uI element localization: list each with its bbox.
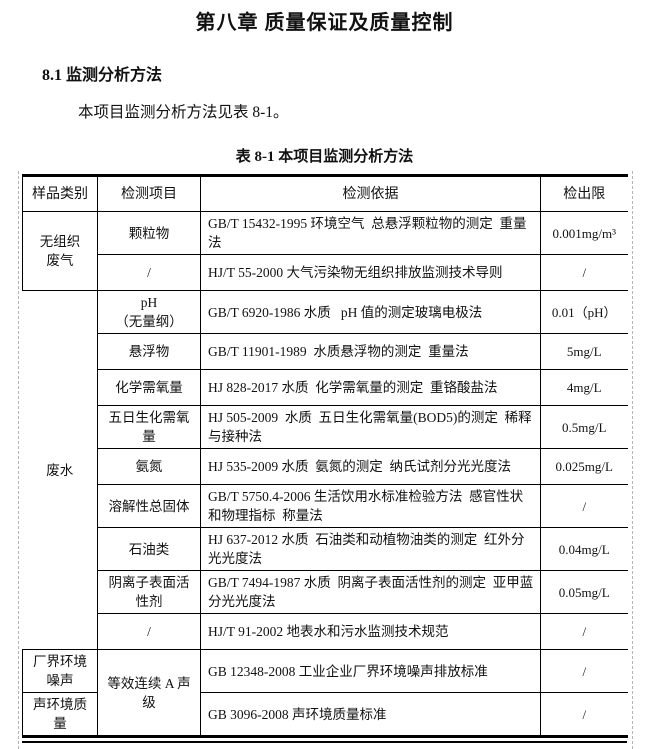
table-row: / HJ/T 55-2000 大气污染物无组织排放监测技术导则 /	[23, 254, 628, 291]
chapter-title: 第八章 质量保证及质量控制	[195, 12, 454, 34]
table-row: 溶解性总固体 GB/T 5750.4-2006 生活饮用水标准检验方法 感官性状和…	[23, 484, 628, 528]
table-container: 样品类别 检测项目 检测依据 检出限 无组织 废气 颗粒物 GB/T 15432-1…	[18, 171, 633, 749]
test-item-cell: pH （无量纲）	[97, 290, 201, 334]
test-item-cell: 石油类	[97, 527, 201, 571]
detection-limit-cell: /	[540, 254, 628, 291]
analysis-methods-table: 样品类别 检测项目 检测依据 检出限 无组织 废气 颗粒物 GB/T 15432-1…	[22, 174, 628, 738]
table-row: 石油类 HJ 637-2012 水质 石油类和动植物油类的测定 红外分光光度法 0.…	[23, 527, 628, 571]
test-basis-cell: HJ/T 91-2002 地表水和污水监测技术规范	[200, 613, 541, 650]
test-item-cell: 化学需氧量	[97, 369, 201, 406]
table-row: 声环境质 量 GB 3096-2008 声环境质量标准 /	[22, 692, 628, 737]
sample-category-cell: 无组织 废气	[22, 211, 98, 291]
test-item-cell: 颗粒物	[97, 211, 201, 255]
test-item-cell: 阴离子表面活 性剂	[97, 570, 201, 614]
sample-category-cell: 声环境质 量	[22, 692, 98, 737]
detection-limit-cell: /	[540, 649, 628, 693]
table-header-row: 样品类别 检测项目 检测依据 检出限	[22, 175, 628, 212]
table-row: 废水 pH （无量纲） GB/T 6920-1986 水质 pH 值的测定玻璃电极法…	[22, 290, 628, 650]
test-item-cell: 悬浮物	[97, 333, 201, 370]
col-header-detection-limit: 检出限	[540, 175, 628, 212]
detection-limit-cell: 0.01（pH）	[540, 290, 628, 334]
test-basis-cell: GB 12348-2008 工业企业厂界环境噪声排放标准	[200, 649, 541, 693]
right-gridline	[632, 171, 633, 749]
test-basis-cell: HJ 828-2017 水质 化学需氧量的测定 重铬酸盐法	[200, 369, 541, 406]
test-basis-cell: GB/T 7494-1987 水质 阴离子表面活性剂的测定 亚甲蓝分光光度法	[200, 570, 541, 614]
detection-limit-cell: 4mg/L	[540, 369, 628, 406]
test-item-cell: /	[97, 254, 201, 291]
detection-limit-cell: /	[540, 484, 628, 528]
left-gridline	[18, 171, 19, 749]
test-basis-cell: GB/T 6920-1986 水质 pH 值的测定玻璃电极法	[200, 290, 541, 334]
test-item-cell: /	[97, 613, 201, 650]
detection-limit-cell: /	[540, 613, 628, 650]
table-bottom-rule	[22, 741, 627, 743]
detection-limit-cell: 0.04mg/L	[540, 527, 628, 571]
intro-paragraph: 本项目监测分析方法见表 8-1。	[78, 104, 289, 121]
col-header-test-item: 检测项目	[97, 175, 201, 212]
test-item-cell: 溶解性总固体	[97, 484, 201, 528]
test-basis-cell: HJ 505-2009 水质 五日生化需氧量(BOD5)的测定 稀释与接种法	[200, 405, 541, 449]
table-row: 厂界环境 噪声 等效连续 A 声 级 GB 12348-2008 工业企业厂界环境噪…	[22, 649, 628, 737]
test-basis-cell: HJ/T 55-2000 大气污染物无组织排放监测技术导则	[200, 254, 541, 291]
test-basis-cell: GB/T 11901-1989 水质悬浮物的测定 重量法	[200, 333, 541, 370]
test-basis-cell: GB/T 5750.4-2006 生活饮用水标准检验方法 感官性状和物理指标 称…	[200, 484, 541, 528]
col-header-test-basis: 检测依据	[200, 175, 541, 212]
test-basis-cell: HJ 637-2012 水质 石油类和动植物油类的测定 红外分光光度法	[200, 527, 541, 571]
table-row: 悬浮物 GB/T 11901-1989 水质悬浮物的测定 重量法 5mg/L	[23, 333, 628, 370]
detection-limit-cell: 5mg/L	[540, 333, 628, 370]
test-basis-cell: HJ 535-2009 水质 氨氮的测定 纳氏试剂分光光度法	[200, 448, 541, 485]
table-row: 无组织 废气 颗粒物 GB/T 15432-1995 环境空气 总悬浮颗粒物的测定 …	[22, 211, 628, 291]
table-row: 阴离子表面活 性剂 GB/T 7494-1987 水质 阴离子表面活性剂的测定 亚…	[23, 570, 628, 614]
sample-category-cell: 废水	[22, 290, 98, 650]
test-basis-cell: GB/T 15432-1995 环境空气 总悬浮颗粒物的测定 重量法	[200, 211, 541, 255]
detection-limit-cell: 0.025mg/L	[540, 448, 628, 485]
detection-limit-cell: /	[540, 692, 628, 737]
analysis-table-body: 无组织 废气 颗粒物 GB/T 15432-1995 环境空气 总悬浮颗粒物的测定 …	[22, 211, 628, 737]
test-item-cell: 五日生化需氧 量	[97, 405, 201, 449]
table-row: / HJ/T 91-2002 地表水和污水监测技术规范 /	[23, 613, 628, 650]
test-item-cell: 氨氮	[97, 448, 201, 485]
section-heading: 8.1 监测分析方法	[42, 67, 163, 84]
table-row: 化学需氧量 HJ 828-2017 水质 化学需氧量的测定 重铬酸盐法 4mg/L	[23, 369, 628, 406]
detection-limit-cell: 0.5mg/L	[540, 405, 628, 449]
detection-limit-cell: 0.001mg/m³	[540, 211, 628, 255]
test-basis-cell: GB 3096-2008 声环境质量标准	[200, 692, 541, 737]
test-item-cell: 等效连续 A 声 级	[97, 649, 201, 737]
col-header-sample-category: 样品类别	[22, 175, 98, 212]
table-row: 氨氮 HJ 535-2009 水质 氨氮的测定 纳氏试剂分光光度法 0.025mg/…	[23, 448, 628, 485]
table-row: 五日生化需氧 量 HJ 505-2009 水质 五日生化需氧量(BOD5)的测定 …	[23, 405, 628, 449]
sample-category-cell: 厂界环境 噪声	[22, 649, 98, 693]
detection-limit-cell: 0.05mg/L	[540, 570, 628, 614]
table-caption: 表 8-1 本项目监测分析方法	[235, 149, 414, 165]
